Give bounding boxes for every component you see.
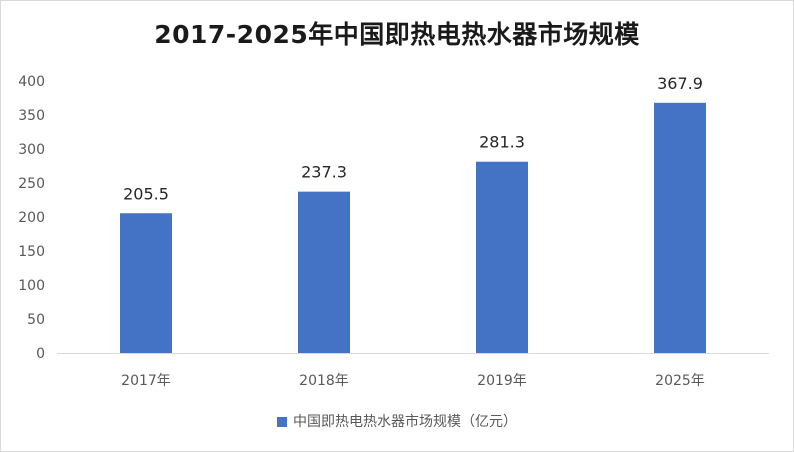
- y-tick-label: 350: [18, 108, 45, 124]
- chart-title: 2017-2025年中国即热电热水器市场规模: [154, 20, 640, 49]
- legend-swatch: [277, 417, 287, 427]
- x-tick-label: 2019年: [477, 373, 527, 389]
- bar-2019年: [476, 161, 528, 353]
- legend: 中国即热电热水器市场规模（亿元）: [1, 411, 793, 431]
- bar-2017年: [120, 213, 172, 353]
- y-tick-label: 300: [18, 142, 45, 158]
- data-label: 281.3: [479, 133, 525, 152]
- x-tick-label: 2025年: [655, 373, 705, 389]
- data-label: 237.3: [301, 163, 347, 182]
- y-tick-label: 250: [18, 176, 45, 192]
- x-tick-label: 2017年: [121, 373, 171, 389]
- y-axis: 0 50 100 150 200 250 300 350 400: [18, 74, 45, 362]
- x-axis: 2017年 2018年 2019年 2025年: [57, 353, 769, 389]
- y-tick-label: 50: [27, 312, 45, 328]
- data-label: 367.9: [657, 74, 703, 93]
- legend-label: 中国即热电热水器市场规模（亿元）: [293, 414, 517, 430]
- data-label: 205.5: [123, 184, 169, 203]
- y-tick-label: 200: [18, 210, 45, 226]
- bar-2018年: [298, 191, 350, 353]
- bar-2025年: [654, 102, 706, 353]
- data-labels: 205.5 237.3 281.3 367.9: [123, 74, 703, 203]
- y-tick-label: 150: [18, 244, 45, 260]
- x-tick-label: 2018年: [299, 373, 349, 389]
- y-tick-label: 100: [18, 278, 45, 294]
- y-tick-label: 0: [36, 346, 45, 362]
- y-tick-label: 400: [18, 74, 45, 90]
- bars: [120, 102, 706, 353]
